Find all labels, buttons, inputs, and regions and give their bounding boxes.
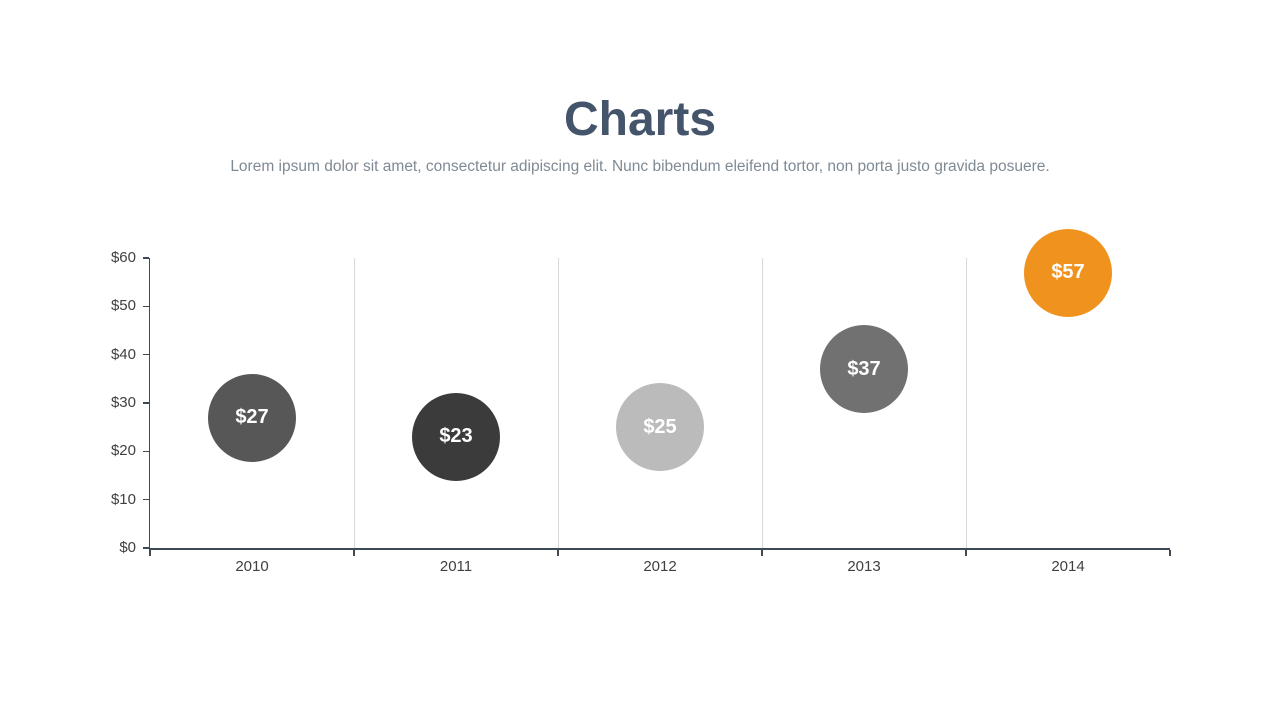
x-axis-tick <box>557 549 559 556</box>
x-category-label: 2014 <box>1051 558 1085 575</box>
gridline <box>354 258 355 548</box>
bubble-value-label: $23 <box>439 425 473 448</box>
x-axis-tick <box>761 549 763 556</box>
bubble-chart-plot-area: $0 $10 $20 $30 $40 $50 $60 2010 2011 2012 2013 2014… <box>111 228 1171 575</box>
y-axis-tick <box>142 402 149 404</box>
y-axis-tick <box>142 305 149 308</box>
y-axis-tick <box>142 257 149 259</box>
x-axis-tick <box>1169 549 1171 556</box>
x-axis-line <box>148 548 1170 550</box>
x-category-label: 2013 <box>847 558 881 575</box>
y-axis-tick-label: $0 <box>119 539 136 556</box>
y-axis-line <box>148 258 150 550</box>
bubble-value-label: $25 <box>643 415 677 438</box>
bubble-2013: $37 <box>820 325 908 414</box>
y-axis-tick <box>142 547 149 549</box>
x-axis-tick <box>965 549 967 556</box>
y-axis-tick-label: $30 <box>110 394 136 411</box>
y-axis-tick-label: $10 <box>110 490 136 508</box>
x-axis-tick <box>353 549 355 556</box>
page-subtitle: Lorem ipsum dolor sit amet, consectetur … <box>230 158 1050 175</box>
y-axis-tick <box>142 498 149 501</box>
bubble-value-label: $37 <box>847 357 881 380</box>
bubble-2010: $27 <box>208 373 296 462</box>
bubble-value-label: $57 <box>1051 261 1085 283</box>
x-category-label: 2012 <box>643 558 677 575</box>
y-axis-tick <box>142 450 149 453</box>
x-axis-tick <box>149 549 151 556</box>
bubble-value-label: $27 <box>235 406 269 428</box>
y-axis-tick-label: $60 <box>110 249 136 266</box>
bubble-2012: $25 <box>616 383 704 472</box>
gridline <box>558 258 559 548</box>
y-axis-tick-label: $40 <box>110 345 136 363</box>
gridline <box>966 258 967 548</box>
page-title: Charts <box>563 93 717 146</box>
bubble-2011: $23 <box>412 392 500 481</box>
x-category-label: 2010 <box>235 558 269 575</box>
y-axis-tick-label: $50 <box>110 297 136 315</box>
y-axis-tick-label: $20 <box>110 442 136 460</box>
gridline <box>762 258 763 548</box>
y-axis-tick <box>142 353 149 356</box>
x-category-label: 2011 <box>439 558 473 575</box>
bubble-2014: $57 <box>1024 228 1112 317</box>
